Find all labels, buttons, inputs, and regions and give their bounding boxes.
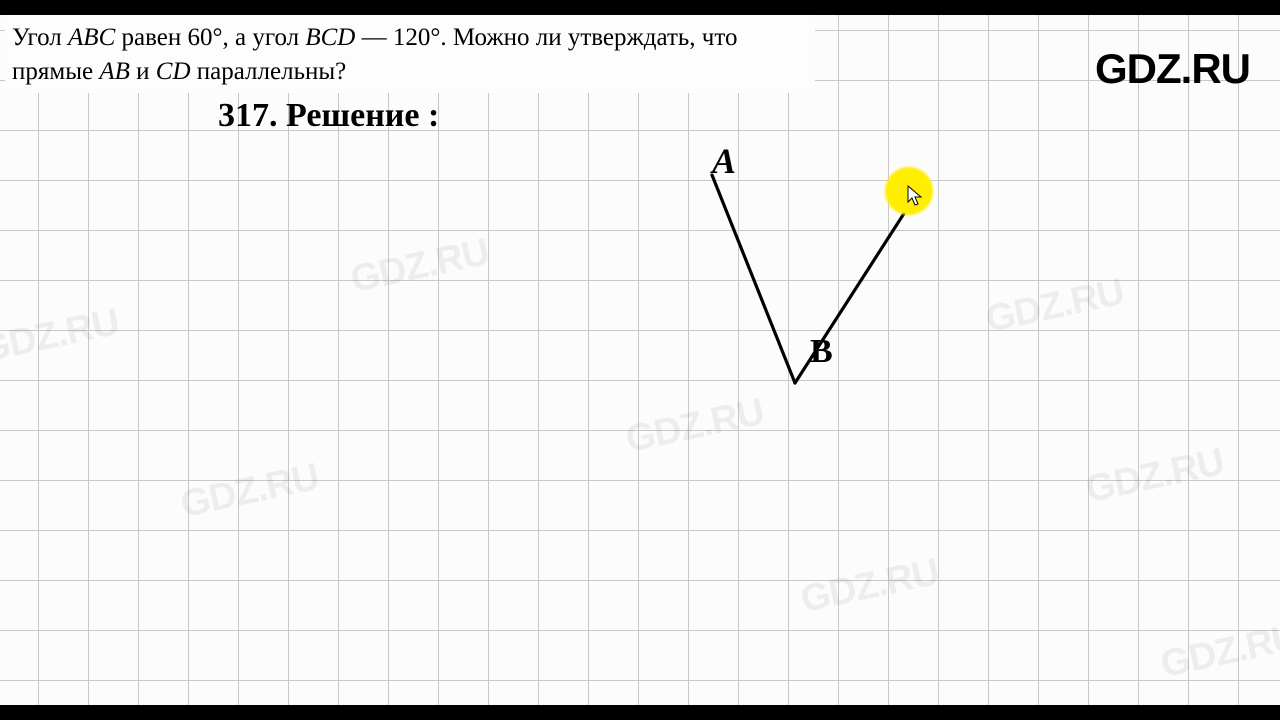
page-area: GDZ.RUGDZ.RUGDZ.RUGDZ.RUGDZ.RUGDZ.RUGDZ.… bbox=[0, 15, 1280, 705]
cursor-icon bbox=[907, 185, 923, 207]
problem-line1-mid: равен 60°, а угол bbox=[115, 24, 305, 51]
grid-background bbox=[0, 15, 1280, 705]
problem-ab: AB bbox=[99, 58, 130, 85]
problem-line1-pre: Угол bbox=[12, 24, 68, 51]
problem-text: Угол ABC равен 60°, а угол BCD — 120°. М… bbox=[12, 21, 812, 89]
problem-bcd: BCD bbox=[305, 24, 355, 51]
problem-line1-post: — 120°. Можно ли утверждать, что bbox=[355, 24, 737, 51]
problem-cd: CD bbox=[156, 58, 191, 85]
handwritten-title: 317. Решение : bbox=[218, 97, 439, 135]
problem-line2-mid: и bbox=[130, 58, 156, 85]
problem-line2-pre: прямые bbox=[12, 58, 99, 85]
point-label-b: B bbox=[810, 333, 833, 371]
problem-abc: ABC bbox=[68, 24, 115, 51]
problem-line2-post: параллельны? bbox=[191, 58, 347, 85]
point-label-a: A bbox=[712, 140, 736, 182]
site-logo: GDZ.RU bbox=[1095, 45, 1250, 93]
